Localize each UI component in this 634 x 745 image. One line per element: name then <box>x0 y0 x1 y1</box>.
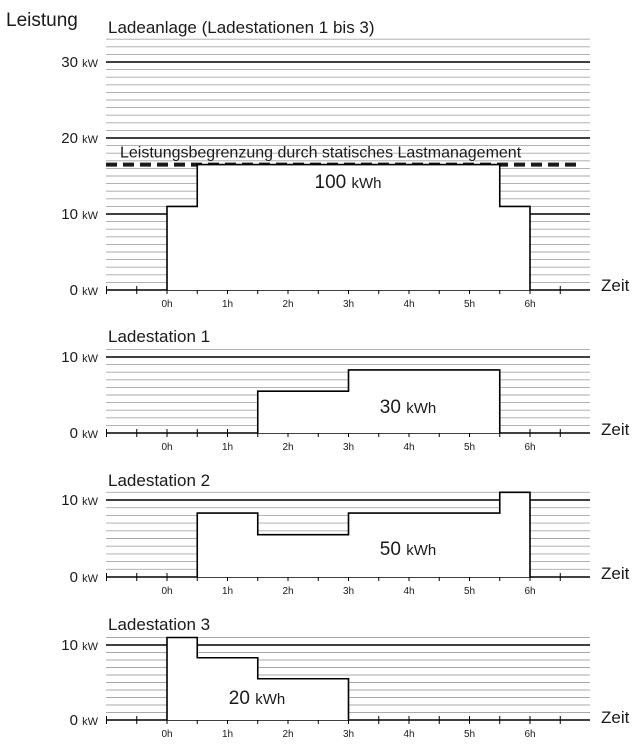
energy-unit: kWh <box>255 691 285 708</box>
energy-label: 30 kWh <box>380 397 436 418</box>
x-tick-label: 6h <box>524 442 535 453</box>
y-tick-unit: kW <box>82 573 99 585</box>
profile-fill <box>197 492 530 577</box>
limit-line-label: Leistungsbegrenzung durch statisches Las… <box>120 145 522 162</box>
x-axis-label: Zeit <box>601 708 630 727</box>
x-tick-label: 5h <box>464 729 475 740</box>
chart-title: Ladeanlage (Ladestationen 1 bis 3) <box>108 18 375 37</box>
profile-line <box>196 491 531 577</box>
x-tick-label: 2h <box>282 442 293 453</box>
y-tick-label: 0 kW <box>70 282 99 299</box>
energy-label: 100 kWh <box>315 172 382 193</box>
y-tick-value: 10 <box>61 492 82 509</box>
profile-fill <box>257 369 500 433</box>
profile-line <box>166 636 350 720</box>
x-tick-label: 2h <box>282 586 293 597</box>
x-tick-label: 0h <box>161 586 172 597</box>
y-tick-label: 0 kW <box>70 712 99 729</box>
y-tick-label: 0 kW <box>70 569 99 586</box>
y-tick-unit: kW <box>82 353 99 365</box>
x-tick-label: 1h <box>222 299 233 310</box>
x-tick-label: 0h <box>161 442 172 453</box>
x-tick-label: 1h <box>222 586 233 597</box>
energy-value: 20 <box>229 688 255 709</box>
x-tick-label: 5h <box>464 586 475 597</box>
y-tick-value: 0 <box>70 569 83 586</box>
y-tick-unit: kW <box>82 210 99 222</box>
chart-title: Ladestation 3 <box>108 615 210 634</box>
x-axis-label: Zeit <box>601 276 630 295</box>
x-tick-label: 6h <box>524 586 535 597</box>
x-tick-label: 6h <box>524 299 535 310</box>
y-tick-label: 10 kW <box>61 206 98 223</box>
energy-value: 30 <box>380 397 406 418</box>
profile-fill <box>167 164 530 290</box>
x-tick-label: 5h <box>464 299 475 310</box>
y-tick-value: 10 <box>61 349 82 366</box>
x-tick-label: 5h <box>464 442 475 453</box>
y-tick-label: 10 kW <box>61 349 98 366</box>
y-tick-label: 30 kW <box>61 54 98 71</box>
energy-value: 50 <box>380 539 406 560</box>
y-tick-value: 0 <box>70 425 83 442</box>
y-tick-label: 10 kW <box>61 492 98 509</box>
energy-unit: kWh <box>406 542 436 559</box>
y-axis-label: Leistung <box>6 10 78 31</box>
energy-unit: kWh <box>406 400 436 417</box>
y-tick-value: 10 <box>61 206 82 223</box>
x-axis-label: Zeit <box>601 564 630 583</box>
energy-value: 100 <box>315 172 352 193</box>
chart-title: Ladestation 2 <box>108 471 210 490</box>
x-tick-label: 4h <box>403 586 414 597</box>
x-tick-label: 2h <box>282 729 293 740</box>
y-tick-unit: kW <box>82 496 99 508</box>
x-tick-label: 1h <box>222 442 233 453</box>
x-tick-label: 4h <box>403 442 414 453</box>
profile-line <box>256 369 501 433</box>
y-tick-unit: kW <box>82 134 99 146</box>
y-tick-value: 10 <box>61 637 82 654</box>
y-tick-value: 20 <box>61 130 82 147</box>
y-tick-value: 30 <box>61 54 82 71</box>
y-tick-label: 20 kW <box>61 130 98 147</box>
x-tick-label: 0h <box>161 729 172 740</box>
x-tick-label: 6h <box>524 729 535 740</box>
x-tick-label: 3h <box>343 299 354 310</box>
y-tick-value: 0 <box>70 712 83 729</box>
y-tick-unit: kW <box>82 429 99 441</box>
y-tick-unit: kW <box>82 286 99 298</box>
x-tick-label: 0h <box>161 299 172 310</box>
x-tick-label: 1h <box>222 729 233 740</box>
chart-panel: Ladeanlage (Ladestationen 1 bis 3)0 kW10… <box>61 18 629 310</box>
x-tick-label: 3h <box>343 586 354 597</box>
x-tick-label: 4h <box>403 299 414 310</box>
energy-unit: kWh <box>351 175 381 192</box>
y-tick-label: 0 kW <box>70 425 99 442</box>
y-tick-unit: kW <box>82 716 99 728</box>
y-tick-label: 10 kW <box>61 637 98 654</box>
y-tick-value: 0 <box>70 282 83 299</box>
x-tick-label: 2h <box>282 299 293 310</box>
energy-label: 50 kWh <box>380 539 436 560</box>
profile-line <box>166 163 531 290</box>
x-tick-label: 3h <box>343 442 354 453</box>
y-tick-unit: kW <box>82 641 99 653</box>
x-tick-label: 3h <box>343 729 354 740</box>
y-tick-unit: kW <box>82 58 99 70</box>
energy-label: 20 kWh <box>229 688 285 709</box>
x-tick-label: 4h <box>403 729 414 740</box>
x-axis-label: Zeit <box>601 420 630 439</box>
chart-title: Ladestation 1 <box>108 327 210 346</box>
